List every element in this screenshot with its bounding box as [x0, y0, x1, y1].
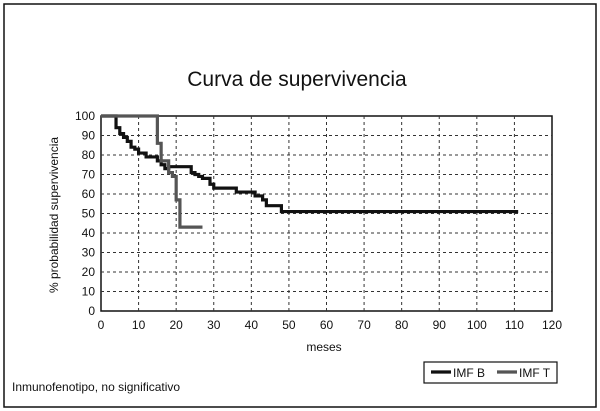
x-tick-label: 20 — [169, 318, 183, 332]
y-tick-label: 30 — [82, 246, 96, 260]
y-tick-label: 20 — [82, 265, 96, 279]
y-tick-label: 0 — [88, 304, 95, 318]
legend-label-0: IMF B — [453, 366, 485, 380]
x-tick-label: 80 — [395, 318, 409, 332]
y-tick-label: 50 — [82, 207, 96, 221]
y-tick-labels: 0 10 20 30 40 50 60 70 80 90 100 — [75, 109, 95, 318]
legend: IMF B IMF T — [431, 366, 551, 380]
y-tick-label: 60 — [82, 187, 96, 201]
x-tick-label: 30 — [207, 318, 221, 332]
series-line-1 — [101, 114, 203, 229]
grid — [101, 116, 552, 311]
y-tick-label: 80 — [82, 148, 96, 162]
y-tick-label: 70 — [82, 168, 96, 182]
x-tick-label: 100 — [467, 318, 487, 332]
y-axis-label: % probabilidad supervivencia — [47, 137, 61, 293]
x-tick-label: 60 — [320, 318, 334, 332]
y-tick-label: 100 — [75, 109, 95, 123]
x-tick-labels: 0 10 20 30 40 50 60 70 80 90 100 110 120 — [98, 318, 563, 332]
x-tick-label: 90 — [433, 318, 447, 332]
outer-border — [3, 3, 597, 408]
chart-title: Curva de supervivencia — [187, 68, 407, 91]
y-tick-label: 90 — [82, 129, 96, 143]
x-tick-label: 40 — [245, 318, 259, 332]
legend-label-1: IMF T — [519, 366, 551, 380]
x-tick-label: 110 — [505, 318, 524, 332]
legend-box — [423, 361, 558, 384]
x-axis-label: meses — [306, 340, 341, 354]
y-tick-label: 10 — [82, 285, 96, 299]
footnote: Inmunofenotipo, no significativo — [12, 380, 181, 394]
x-tick-label: 70 — [357, 318, 371, 332]
x-tick-label: 0 — [98, 318, 105, 332]
x-tick-label: 50 — [282, 318, 296, 332]
x-tick-label: 10 — [132, 318, 146, 332]
x-tick-label: 120 — [542, 318, 562, 332]
series-lines — [101, 114, 519, 229]
y-tick-label: 40 — [82, 226, 96, 240]
